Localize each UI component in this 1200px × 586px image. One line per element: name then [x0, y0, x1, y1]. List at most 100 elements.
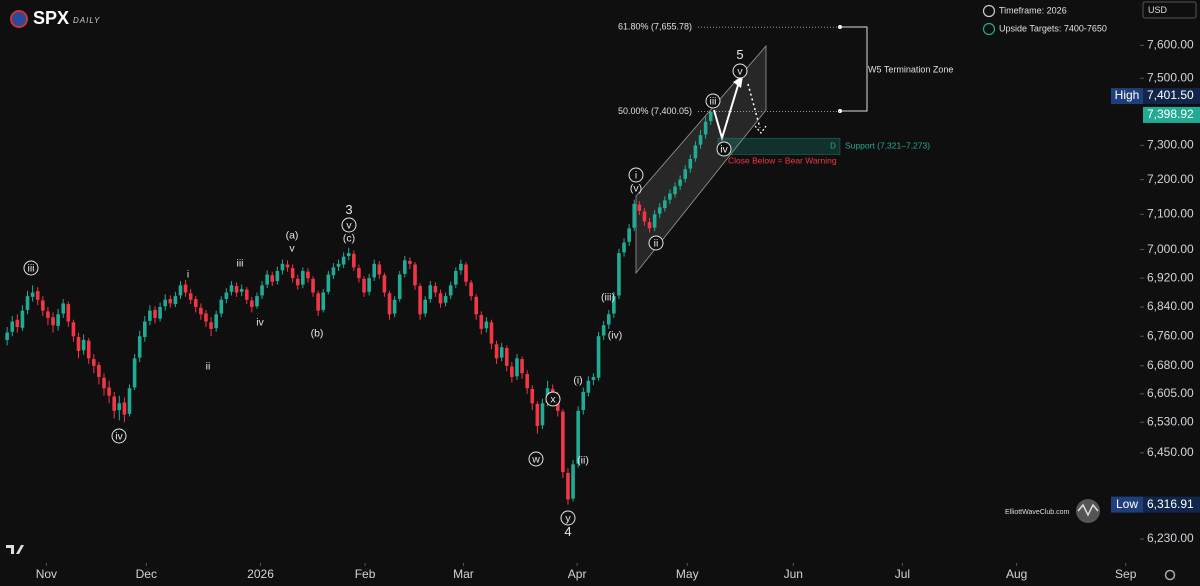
- y-tick-label: 7,600.00: [1147, 38, 1194, 52]
- zone-bracket: [840, 26, 868, 112]
- candle-body: [566, 472, 570, 500]
- wave-label: (v): [630, 182, 642, 194]
- y-tick-label: 7,100.00: [1147, 207, 1194, 221]
- price-tag-value: 7,398.92: [1147, 107, 1194, 121]
- price-tag-value: 7,401.50: [1147, 88, 1194, 102]
- projection-dotted-arrow: [754, 125, 767, 134]
- settings-icon[interactable]: [1164, 569, 1176, 581]
- candle-body: [703, 121, 708, 135]
- candle-body: [127, 388, 132, 414]
- x-tick-label: Nov: [36, 567, 57, 581]
- candle-body: [464, 264, 468, 282]
- wave-label: x: [550, 393, 556, 405]
- candle-body: [301, 270, 305, 285]
- price-tag-label: Low: [1116, 497, 1138, 511]
- candle-body: [46, 311, 50, 318]
- candle-body: [586, 380, 591, 393]
- targets: Upside Targets: 7400-7650: [999, 23, 1107, 33]
- wave-label: ii: [206, 360, 211, 372]
- candle-body: [102, 377, 106, 389]
- wave-label: y: [565, 512, 571, 524]
- wave-circle: [341, 217, 357, 233]
- candle-body: [188, 293, 193, 300]
- candle-body: [214, 314, 218, 329]
- candle-body: [596, 336, 601, 378]
- candle-body: [453, 270, 458, 285]
- y-tick-label: 6,680.00: [1147, 358, 1194, 372]
- currency-box[interactable]: [1142, 1, 1197, 19]
- candle-body: [66, 304, 71, 322]
- candle-body: [438, 293, 443, 304]
- y-tick-label: 6,840.00: [1147, 299, 1194, 313]
- warning: Close Below = Bear Warning: [728, 155, 837, 165]
- wave-label: iii: [28, 262, 35, 274]
- wave-circle: [560, 510, 576, 526]
- currency-select[interactable]: USD: [1142, 1, 1197, 19]
- wave-label: w: [531, 453, 540, 465]
- candle-body: [168, 299, 173, 304]
- candle-body: [35, 291, 40, 300]
- timeframe: Timeframe: 2026: [999, 5, 1067, 15]
- candle-body: [362, 278, 366, 293]
- candle-body: [377, 264, 382, 275]
- candle-body: [708, 111, 713, 121]
- candle-body: [540, 403, 545, 426]
- candle-body: [326, 274, 331, 292]
- flag-icon: [10, 10, 28, 28]
- candle-body: [92, 359, 96, 366]
- candle-body: [382, 275, 387, 293]
- candle-body: [173, 296, 178, 305]
- candle-body: [51, 317, 55, 326]
- candle-body: [484, 321, 489, 329]
- y-tick-label: 7,500.00: [1147, 70, 1194, 84]
- candle-body: [76, 336, 81, 351]
- candle-body: [331, 267, 336, 276]
- candle-body: [20, 310, 25, 328]
- info-panel: Timeframe: 2026 Upside Targets: 7400-765…: [982, 4, 1107, 36]
- wave-circle: [111, 428, 127, 444]
- candle-body: [132, 358, 137, 388]
- wave-label: ii: [654, 237, 659, 249]
- interval: DAILY: [73, 16, 100, 25]
- candle-body: [459, 263, 463, 271]
- wave-label: iii: [710, 95, 717, 107]
- currency[interactable]: USD: [1148, 5, 1168, 15]
- wave-circle: [716, 141, 732, 157]
- candle-body: [10, 321, 15, 332]
- candle-body: [387, 293, 392, 315]
- candle-body: [97, 365, 101, 377]
- x-tick-label: Feb: [355, 567, 376, 581]
- bracket-dot: [838, 109, 842, 113]
- candle-body: [561, 411, 565, 473]
- candle-body: [270, 275, 275, 282]
- wave-circle: [705, 93, 721, 109]
- candle-body: [397, 274, 402, 300]
- wave-label: (c): [343, 232, 355, 244]
- candle-body: [688, 159, 693, 169]
- candle-body: [239, 288, 244, 292]
- candle-body: [137, 336, 142, 358]
- candle-body: [591, 376, 596, 380]
- candle-body: [601, 325, 606, 336]
- clock-icon: [982, 4, 996, 18]
- wave-label: v: [737, 65, 743, 77]
- wave-label: (iii): [601, 291, 615, 303]
- candle-body: [163, 299, 167, 307]
- watermark-logo: [1076, 499, 1100, 523]
- watermark-wave: [1077, 503, 1099, 517]
- candle-body: [81, 339, 86, 351]
- x-tick-label: May: [676, 567, 699, 581]
- candle-body: [647, 222, 652, 229]
- candle-body: [158, 307, 162, 319]
- candle-body: [142, 321, 147, 337]
- candle-body: [117, 403, 122, 411]
- y-tick-label: 6,530.00: [1147, 414, 1194, 428]
- y-tick-label: 6,920.00: [1147, 270, 1194, 284]
- candle-body: [30, 292, 35, 297]
- y-tick-label: 6,230.00: [1147, 531, 1194, 545]
- candle-body: [433, 286, 438, 293]
- candle-body: [632, 203, 637, 228]
- candle-body: [698, 135, 703, 145]
- price-tag-box: [1143, 496, 1200, 513]
